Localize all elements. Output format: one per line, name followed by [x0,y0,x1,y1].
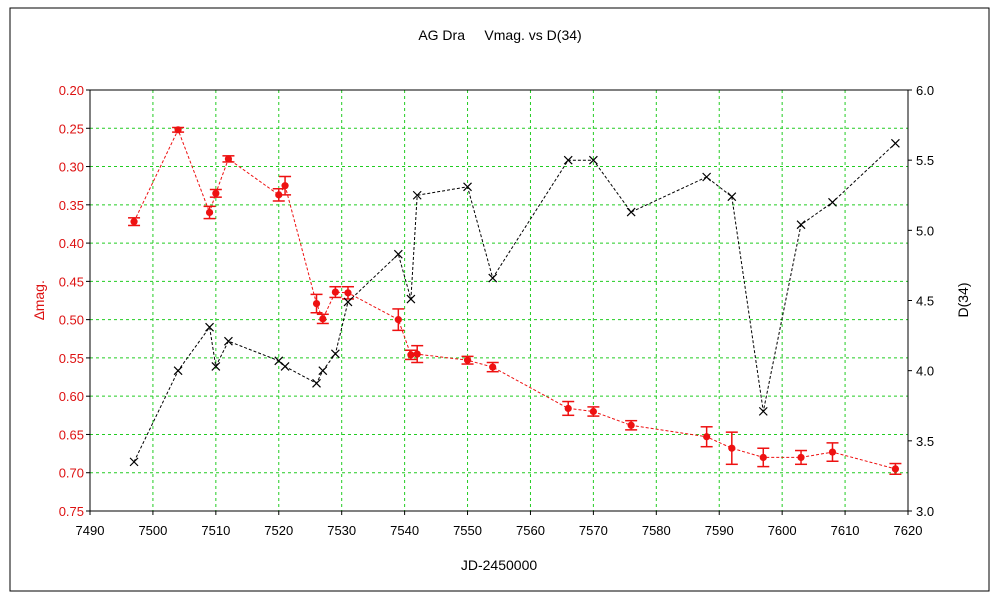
data-point [211,362,221,371]
data-point [828,448,837,456]
data-point [759,453,767,462]
data-point [463,182,472,192]
data-point [588,155,598,165]
y-left-tick-label: 0.20 [59,83,84,98]
data-point [343,297,353,307]
data-point [280,362,290,371]
x-tick-label: 7600 [768,523,797,538]
data-point [463,356,472,364]
data-point [407,351,415,359]
x-tick-label: 7520 [264,523,293,538]
y-right-tick-label: 4.0 [916,364,934,379]
data-point [344,289,352,297]
data-point [224,155,233,163]
y-right-axis-label: D(34) [955,282,971,317]
data-point [564,404,572,413]
data-point [413,350,421,358]
series-layer [128,126,902,476]
y-right-tick-label: 3.5 [916,434,934,449]
data-point [393,249,403,259]
x-tick-label: 7530 [327,523,356,538]
data-point [891,465,900,473]
data-point [627,421,635,429]
data-point [589,407,597,416]
data-point [406,294,416,304]
y-left-tick-label: 0.30 [59,160,84,175]
y-right-tick-label: 3.0 [916,504,934,519]
data-point [205,208,214,217]
data-point [129,457,139,467]
data-point [728,444,736,452]
x-tick-label: 7560 [516,523,545,538]
y-right-tick-label: 4.5 [916,294,934,309]
x-tick-label: 7510 [201,523,230,538]
y-left-tick-label: 0.70 [59,466,84,481]
y-left-tick-label: 0.45 [59,274,84,289]
data-point [224,336,233,346]
chart-title: AG Dra Vmag. vs D(34) [418,27,581,43]
data-point [173,366,183,376]
x-tick-label: 7620 [894,523,923,538]
data-point [797,453,805,462]
y-right-axis-ticks: 3.0 3.5 4.0 4.5 5.0 5.5 6.0 [908,83,934,519]
x-tick-label: 7550 [453,523,482,538]
data-point [174,126,182,134]
data-point [330,349,340,359]
data-point [312,378,321,388]
x-tick-label: 7540 [390,523,419,538]
y-left-tick-label: 0.25 [59,121,84,136]
data-point [703,433,711,441]
data-point [489,363,497,371]
y-left-tick-label: 0.65 [59,427,84,442]
chart-frame [9,7,990,592]
y-left-tick-label: 0.75 [59,504,84,519]
data-point [758,406,768,416]
data-point [331,288,339,296]
y-right-tick-label: 6.0 [916,83,934,98]
data-point [828,197,837,207]
data-point [796,220,806,230]
data-point [130,218,138,226]
y-right-tick-label: 5.0 [916,223,934,238]
data-point [312,299,321,308]
y-left-tick-label: 0.55 [59,351,84,366]
y-left-tick-label: 0.40 [59,236,84,251]
data-point [205,322,214,332]
data-point [626,207,636,217]
x-tick-label: 7580 [642,523,671,538]
y-left-tick-label: 0.60 [59,389,84,404]
x-tick-label: 7570 [579,523,608,538]
x-axis-label: JD-2450000 [461,557,537,573]
x-tick-label: 7490 [76,523,105,538]
x-axis-ticks: 7490 7500 7510 7520 7530 7540 7550 7560 7570 7580… [76,511,923,538]
data-point [727,192,737,202]
y-left-axis-ticks: 0.20 0.25 0.30 0.35 0.40 0.45 0.50 0.55 0.60 0.65… [59,83,90,519]
data-point [488,273,498,283]
data-point [319,315,327,323]
grid [90,90,908,511]
data-point [702,172,712,182]
x-tick-label: 7500 [138,523,167,538]
data-point [890,138,900,148]
data-point [281,182,289,190]
series-right [129,138,900,467]
data-point [318,366,328,376]
y-left-axis-label: ∆mag. [31,280,47,320]
data-point [394,316,402,324]
x-tick-label: 7610 [831,523,860,538]
data-point [412,190,422,200]
y-left-tick-label: 0.35 [59,198,84,213]
data-point [275,191,283,199]
y-right-tick-label: 5.5 [916,153,934,168]
x-tick-label: 7590 [705,523,734,538]
series-left [128,126,902,476]
y-left-tick-label: 0.50 [59,313,84,328]
data-point [563,155,573,165]
data-point [212,189,220,197]
